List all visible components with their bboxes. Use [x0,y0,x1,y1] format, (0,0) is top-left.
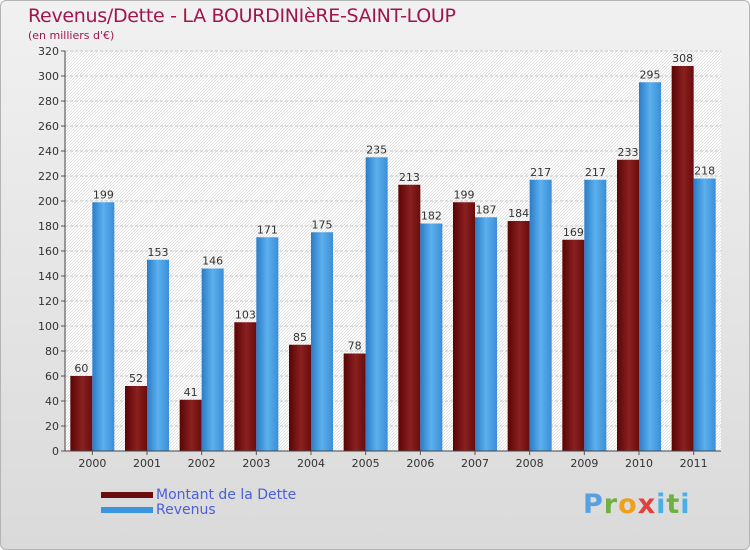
debt-bar [70,376,93,451]
revenue-swatch [101,506,153,513]
debt-value-label: 308 [672,52,693,65]
x-tick-label: 2003 [242,457,270,470]
value-labels: 60 199 52 153 41 146 103 171 85 175 78 235 213 182 199… [74,52,715,399]
debt-bar [179,399,202,451]
grid [65,50,721,452]
revenue-value-label: 146 [202,255,223,268]
y-tick-label: 240 [38,145,59,158]
chart-subtitle: (en milliers d'€) [28,29,115,42]
revenue-bar [420,223,443,451]
revenue-value-label: 182 [421,210,442,223]
debt-bar [398,184,421,451]
x-tick-label: 2011 [680,457,708,470]
y-tick-label: 160 [38,245,59,258]
revenue-value-label: 218 [694,165,715,178]
revenue-value-label: 199 [93,188,114,201]
x-tick-label: 2004 [297,457,325,470]
debt-bar [125,386,147,451]
y-tick-label: 100 [38,320,59,333]
legend-label-debt: Montant de la Dette [156,486,297,503]
x-tick-label: 2000 [78,457,106,470]
debt-bar [671,66,694,451]
debt-value-label: 52 [129,372,143,385]
axes: 0 20 40 60 80 100 120 140 160 180 200 220 240 260 280 3… [38,45,721,470]
revenue-value-label: 153 [148,246,169,259]
y-tick-label: 300 [38,70,59,83]
debt-value-label: 199 [454,188,475,201]
y-tick-label: 220 [38,170,59,183]
debt-value-label: 103 [235,308,256,321]
revenue-value-label: 175 [312,218,333,231]
revenue-value-label: 217 [530,166,551,179]
legend-item-revenue: Revenus [101,502,296,517]
debt-value-label: 85 [293,331,307,344]
x-tick-label: 2010 [625,457,653,470]
legend-label-revenue: Revenus [156,501,216,518]
revenue-bar [256,237,279,451]
debt-swatch [101,491,153,498]
y-tick-label: 60 [45,370,59,383]
revenue-bar [365,157,388,451]
debt-value-label: 78 [348,340,362,353]
y-tick-label: 260 [38,120,59,133]
debt-bar [617,159,639,451]
legend: Montant de la Dette Revenus [101,487,296,517]
revenue-value-label: 295 [640,68,661,81]
debt-value-label: 169 [563,226,584,239]
x-tick-label: 2001 [133,457,161,470]
debt-bar [507,221,530,451]
revenue-bar [529,179,552,451]
y-tick-label: 320 [38,45,59,58]
revenue-bar [639,82,661,451]
x-tick-label: 2008 [516,457,544,470]
y-tick-label: 280 [38,95,59,108]
revenue-bar [92,202,115,451]
revenue-bar [584,179,607,451]
revenue-bar [201,268,224,451]
y-tick-label: 40 [45,395,59,408]
x-tick-label: 2002 [188,457,216,470]
revenue-value-label: 235 [366,143,387,156]
debt-value-label: 184 [508,207,529,220]
revenue-bar [475,217,497,451]
bars [70,66,716,451]
revenue-bar [147,259,169,451]
revenue-value-label: 217 [585,166,606,179]
debt-bar [234,322,257,451]
revenue-value-label: 171 [257,223,278,236]
debt-value-label: 41 [184,386,198,399]
revenue-value-label: 187 [476,203,497,216]
x-tick-label: 2006 [406,457,434,470]
revenue-bar [311,232,333,451]
y-tick-label: 120 [38,295,59,308]
debt-value-label: 213 [399,171,420,184]
x-tick-label: 2007 [461,457,489,470]
debt-value-label: 60 [74,362,88,375]
debt-bar [453,202,475,451]
chart-title: Revenus/Dette - LA BOURDINIèRE-SAINT-LOU… [28,5,456,27]
y-tick-label: 200 [38,195,59,208]
proxiti-logo: Proxiti [583,489,691,520]
debt-bar [289,344,311,451]
y-tick-label: 180 [38,220,59,233]
y-tick-label: 20 [45,420,59,433]
legend-item-debt: Montant de la Dette [101,487,296,502]
y-tick-label: 140 [38,270,59,283]
debt-bar [343,353,366,451]
x-tick-label: 2009 [570,457,598,470]
debt-bar [562,239,585,451]
debt-value-label: 233 [618,146,639,159]
revenue-bar [693,178,716,451]
y-tick-label: 0 [52,445,59,458]
y-tick-label: 80 [45,345,59,358]
x-tick-label: 2005 [352,457,380,470]
